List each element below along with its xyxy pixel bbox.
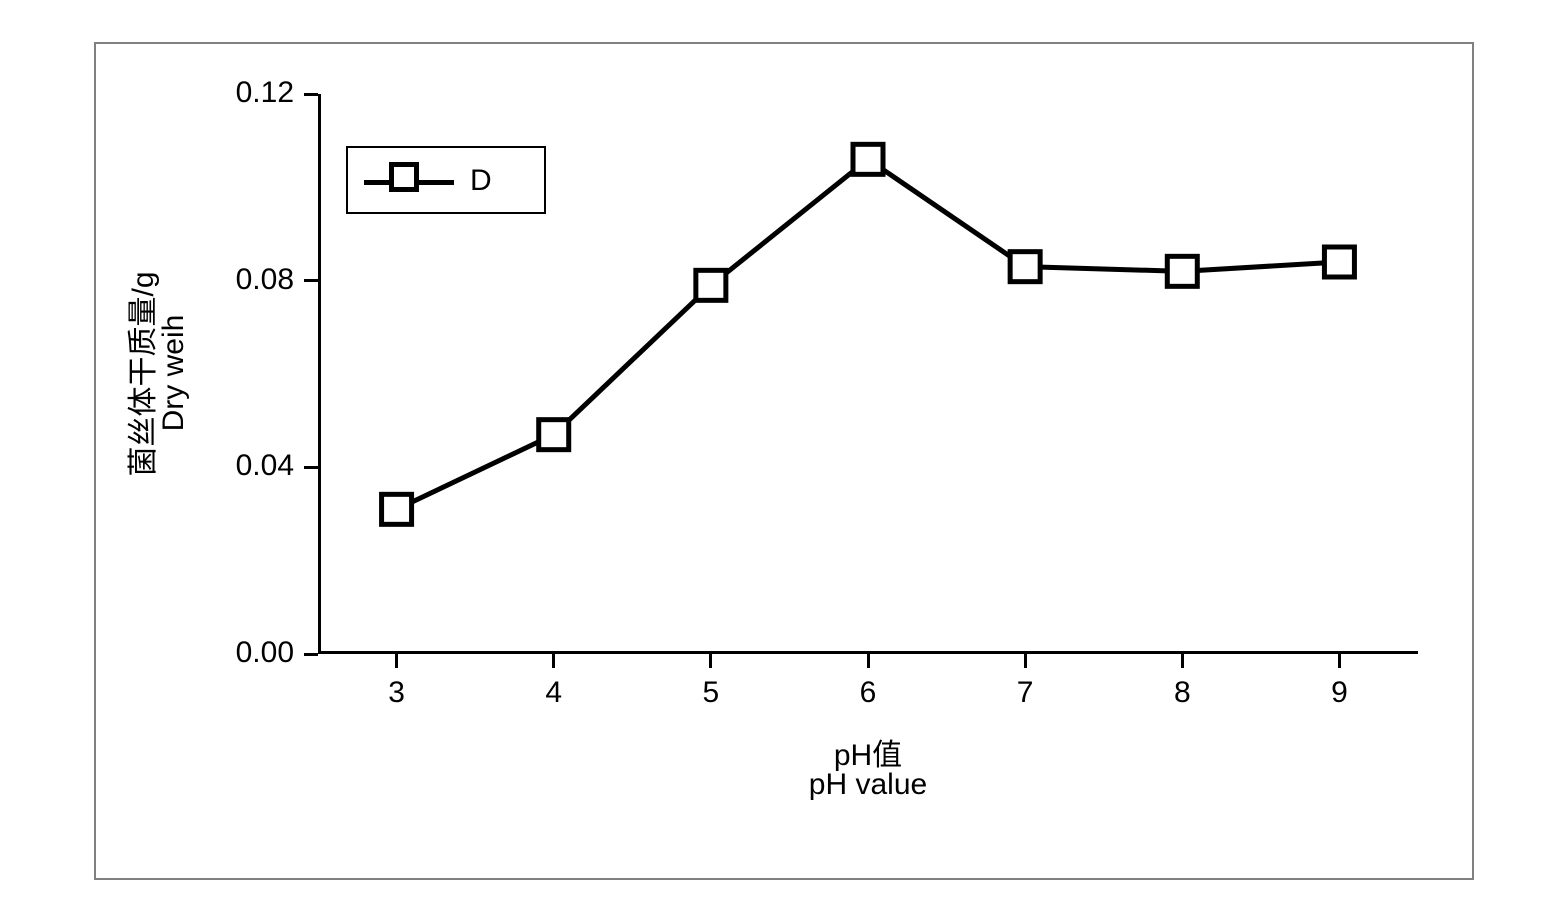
x-tick (1338, 654, 1341, 668)
x-tick-label: 4 (534, 676, 574, 710)
x-tick-label: 7 (1005, 676, 1045, 710)
y-tick-label: 0.00 (204, 636, 294, 670)
series-marker (696, 270, 726, 300)
y-tick-label: 0.12 (204, 76, 294, 110)
legend-series-label: D (470, 164, 492, 198)
x-tick-label: 8 (1162, 676, 1202, 710)
y-axis-title-en: Dry weih (157, 173, 191, 573)
y-tick (304, 279, 318, 282)
series-marker (382, 494, 412, 524)
series-marker (1167, 256, 1197, 286)
series-marker (853, 144, 883, 174)
x-tick-label: 5 (691, 676, 731, 710)
x-tick-label: 9 (1319, 676, 1359, 710)
y-tick-label: 0.08 (204, 263, 294, 297)
x-tick-label: 6 (848, 676, 888, 710)
y-tick (304, 93, 318, 96)
x-tick (395, 654, 398, 668)
x-axis-title-en: pH value (318, 768, 1418, 802)
x-tick (1024, 654, 1027, 668)
series-marker (1010, 252, 1040, 282)
x-tick (867, 654, 870, 668)
x-tick (709, 654, 712, 668)
legend: D (346, 146, 546, 214)
y-tick (304, 466, 318, 469)
y-tick-label: 0.04 (204, 449, 294, 483)
x-tick (1181, 654, 1184, 668)
series-marker (539, 420, 569, 450)
x-tick-label: 3 (377, 676, 417, 710)
series-marker (1324, 247, 1354, 277)
legend-series-marker (389, 162, 419, 192)
x-tick (552, 654, 555, 668)
y-tick (304, 653, 318, 656)
y-axis-title-cn: 菌丝体干质量/g (118, 174, 154, 574)
